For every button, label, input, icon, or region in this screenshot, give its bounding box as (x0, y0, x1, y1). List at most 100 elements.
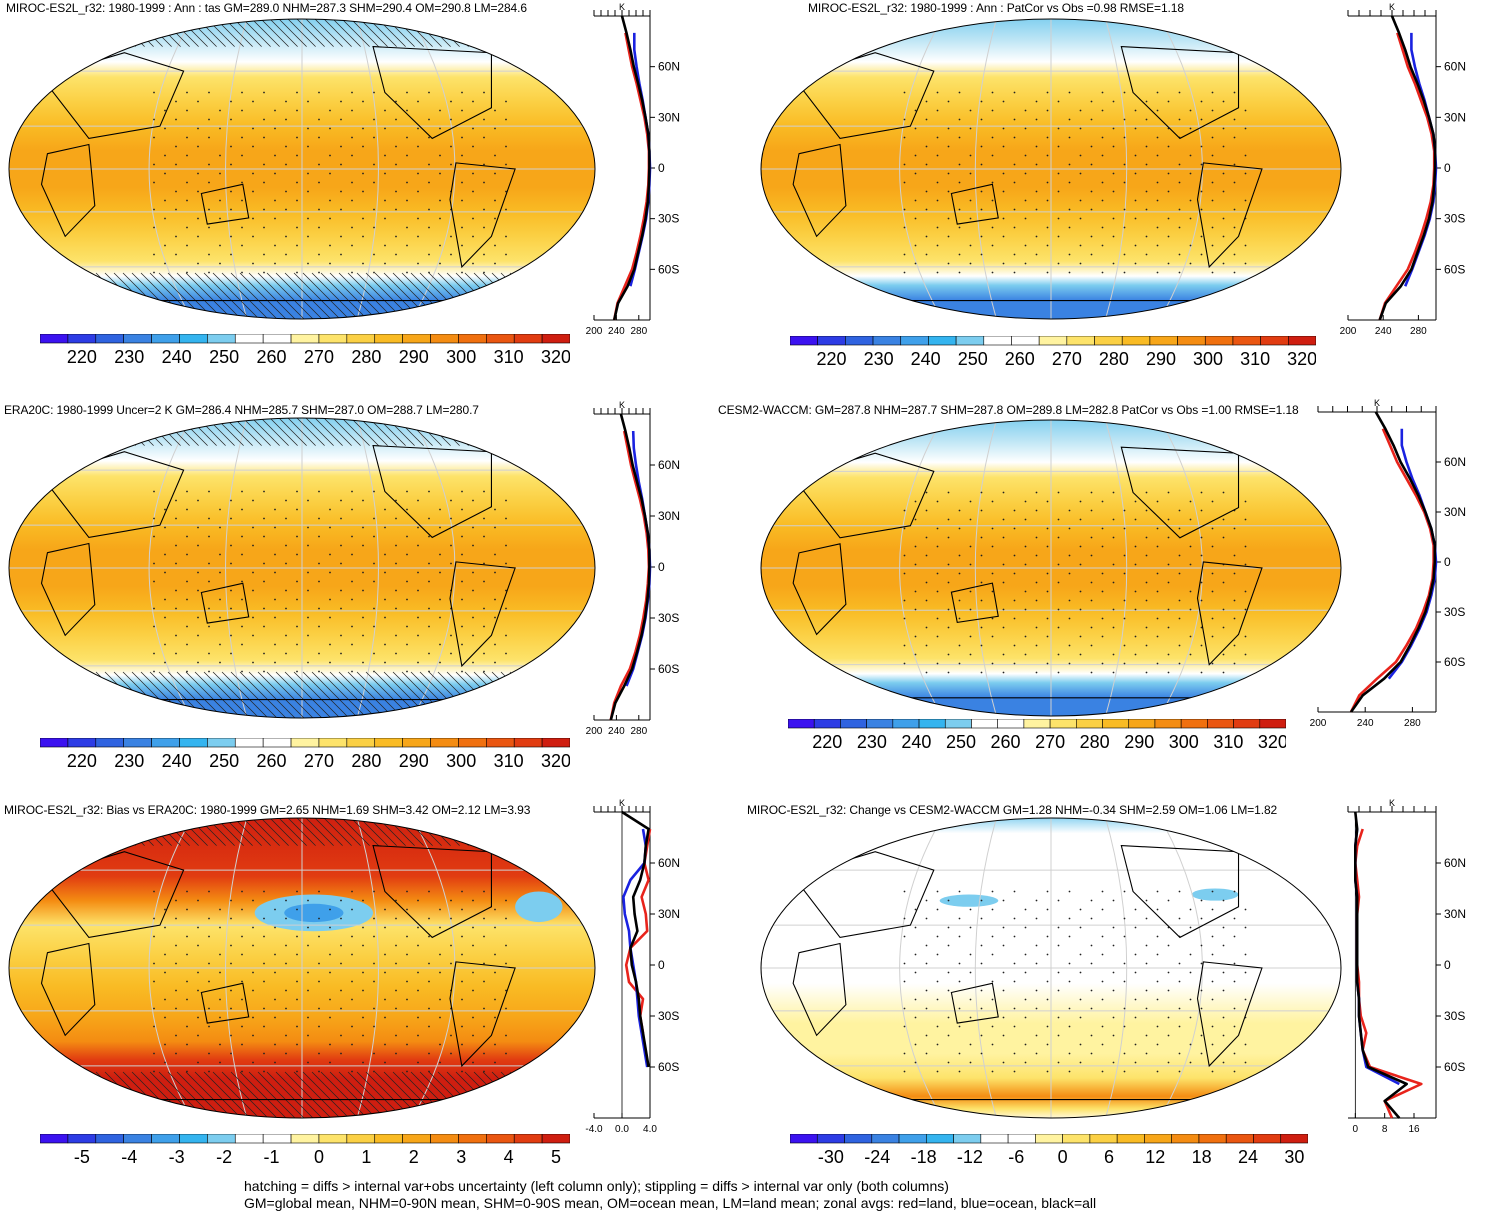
map-bias (6, 815, 598, 1121)
zonal-line-all (609, 413, 651, 721)
colorbar-swatch (513, 737, 543, 748)
colorbar-tick-label: 310 (494, 347, 524, 367)
colorbar-swatch (95, 333, 124, 344)
colorbar-tick-label: 320 (541, 347, 570, 367)
colorbar-tick-label: -30 (818, 1147, 844, 1167)
colorbar-swatch (123, 1133, 152, 1144)
colorbar-swatch (980, 1133, 1009, 1144)
colorbar-tick-label: 250 (209, 751, 239, 771)
colorbar-swatch (95, 737, 124, 748)
zonal-lat-label: 30N (658, 509, 680, 523)
colorbar-swatch (486, 333, 515, 344)
colorbar-swatch (1232, 335, 1261, 346)
colorbar-tick-label: 260 (991, 732, 1021, 752)
colorbar-swatch (1171, 1133, 1200, 1144)
colorbar-change: -30 -24 -18 -12 -6 0 6 12 18 24 30 (789, 1133, 1309, 1176)
zonal-lat-label: 0 (658, 560, 665, 574)
panel-title-era20c: ERA20C: 1980-1999 Uncer=2 K GM=286.4 NHM… (4, 403, 479, 417)
zonal-lat-label: 30N (658, 907, 680, 921)
zonal-profile-miroc-patcor: K 60N 30N 0 30S 60S 200 240 280 (1334, 2, 1492, 346)
panel-title-bias: MIROC-ES2L_r32: Bias vs ERA20C: 1980-199… (4, 803, 531, 817)
colorbar-swatch (787, 718, 815, 729)
colorbar-swatch (1035, 1133, 1063, 1144)
colorbar-swatch (39, 333, 69, 344)
colorbar-swatch (971, 718, 998, 729)
colorbar-swatch (151, 737, 180, 748)
zonal-lat-label: 0 (1444, 958, 1451, 972)
zonal-x-tick-label: 240 (1375, 326, 1392, 337)
colorbar-tick-label: 270 (1052, 349, 1082, 369)
colorbar-swatch (430, 1133, 459, 1144)
colorbar-swatch (262, 333, 292, 344)
colorbar-swatch (67, 333, 97, 344)
zonal-lat-label: 0 (1444, 555, 1451, 569)
colorbar-swatch (346, 333, 376, 344)
panel-title-miroc-patcor: MIROC-ES2L_r32: 1980-1999 : Ann : PatCor… (808, 1, 1184, 15)
colorbar-swatch (207, 1133, 236, 1144)
colorbar-swatch (374, 1133, 403, 1144)
zonal-lat-label: 60S (1444, 1060, 1465, 1074)
zonal-unit-label: K (619, 400, 625, 410)
zonal-lat-label: 60S (658, 1060, 679, 1074)
zonal-lat-label: 0 (658, 161, 665, 175)
zonal-x-tick-label: 0 (1353, 1124, 1359, 1135)
panel-title-change: MIROC-ES2L_r32: Change vs CESM2-WACCM GM… (747, 803, 1278, 817)
zonal-lat-label: 30S (1444, 212, 1465, 226)
colorbar-swatch (234, 1133, 264, 1144)
colorbar-swatch (1076, 718, 1103, 729)
colorbar-swatch (67, 737, 97, 748)
panel-title-miroc: MIROC-ES2L_r32: 1980-1999 : Ann : tas GM… (6, 1, 527, 15)
colorbar-tick-label: 240 (162, 751, 192, 771)
map-miroc-patcor (758, 16, 1344, 322)
colorbar-tick-label: 280 (1080, 732, 1110, 752)
colorbar-swatch (318, 1133, 348, 1144)
colorbar-swatch (1038, 335, 1068, 346)
colorbar-tick-label: 3 (456, 1147, 466, 1167)
colorbar-tick-label: 260 (1005, 349, 1035, 369)
colorbar-swatch (1288, 335, 1317, 346)
zonal-x-tick-label: 280 (630, 726, 647, 737)
map-change (758, 815, 1344, 1121)
map-cesm2 (758, 417, 1344, 719)
colorbar-swatch (67, 1133, 97, 1144)
colorbar-swatch (402, 1133, 431, 1144)
colorbar-swatch (1198, 1133, 1227, 1144)
colorbar-era20c: 220 230 240 250 260 270 280 290 300 310 320 (39, 737, 571, 780)
zonal-lat-label: 30S (1444, 605, 1465, 619)
zonal-x-tick-label: 240 (608, 326, 625, 337)
colorbar-tick-label: 280 (1099, 349, 1129, 369)
zonal-unit-label: K (619, 2, 625, 12)
zonal-x-tick-label: 0.0 (615, 1124, 629, 1135)
colorbar-swatch (1121, 335, 1151, 346)
colorbar-swatch (926, 1133, 954, 1144)
colorbar-swatch (39, 737, 69, 748)
zonal-unit-label: K (1389, 798, 1395, 808)
zonal-lat-label: 60S (1444, 262, 1465, 276)
colorbar-swatch (789, 1133, 818, 1144)
zonal-lat-label: 60N (658, 856, 680, 870)
colorbar-tick-label: 270 (1035, 732, 1065, 752)
zonal-x-tick-label: 8 (1382, 1124, 1388, 1135)
colorbar-miroc-patcor: 220 230 240 250 260 270 280 290 300 310 320 (789, 335, 1317, 378)
colorbar-tick-label: 310 (1240, 349, 1270, 369)
colorbar-swatch (1011, 335, 1040, 346)
zonal-lat-label: 30S (658, 212, 679, 226)
colorbar-swatch (1007, 1133, 1036, 1144)
colorbar-swatch (1225, 1133, 1254, 1144)
zonal-lat-label: 30N (658, 110, 680, 124)
zonal-x-tick-label: 200 (1340, 326, 1357, 337)
colorbar-swatch (1253, 1133, 1282, 1144)
colorbar-swatch (234, 737, 264, 748)
colorbar-swatch (816, 1133, 845, 1144)
colorbar-tick-label: 18 (1192, 1147, 1212, 1167)
colorbar-tick-label: 310 (494, 751, 524, 771)
colorbar-tick-label: -6 (1008, 1147, 1024, 1167)
colorbar-tick-label: 230 (864, 349, 894, 369)
colorbar-swatch (1128, 718, 1156, 729)
colorbar-swatch (123, 333, 152, 344)
colorbar-swatch (402, 737, 431, 748)
colorbar-tick-label: 250 (946, 732, 976, 752)
colorbar-swatch (430, 737, 459, 748)
zonal-lat-label: 60S (658, 262, 679, 276)
colorbar-swatch (997, 718, 1025, 729)
